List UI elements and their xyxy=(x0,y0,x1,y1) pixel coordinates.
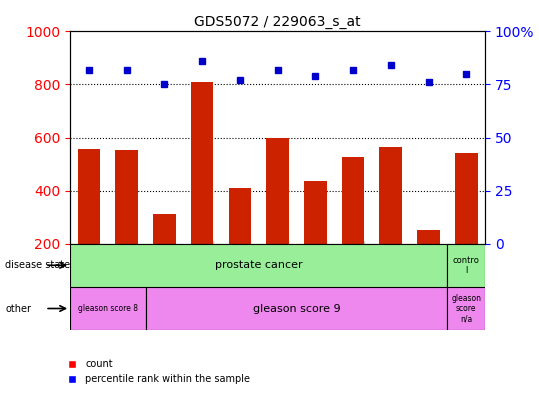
Bar xyxy=(342,158,364,297)
Bar xyxy=(115,150,138,297)
Text: gleason score 8: gleason score 8 xyxy=(78,304,138,313)
Text: gleason score 9: gleason score 9 xyxy=(253,303,340,314)
Bar xyxy=(455,153,478,297)
Bar xyxy=(78,149,100,297)
Bar xyxy=(70,287,146,330)
Bar xyxy=(229,189,251,297)
Text: contro
l: contro l xyxy=(453,255,480,275)
Bar xyxy=(417,230,440,297)
Text: prostate cancer: prostate cancer xyxy=(215,260,302,270)
Bar xyxy=(447,287,485,330)
Text: disease state: disease state xyxy=(5,260,71,270)
Legend: count, percentile rank within the sample: count, percentile rank within the sample xyxy=(59,356,254,388)
Bar xyxy=(146,287,447,330)
Bar xyxy=(379,147,402,297)
Text: other: other xyxy=(5,303,31,314)
Bar xyxy=(304,181,327,297)
Bar xyxy=(266,138,289,297)
Text: gleason
score
n/a: gleason score n/a xyxy=(451,294,481,323)
Bar xyxy=(447,244,485,287)
Bar xyxy=(191,82,213,297)
Bar xyxy=(153,215,176,297)
Title: GDS5072 / 229063_s_at: GDS5072 / 229063_s_at xyxy=(194,15,361,29)
